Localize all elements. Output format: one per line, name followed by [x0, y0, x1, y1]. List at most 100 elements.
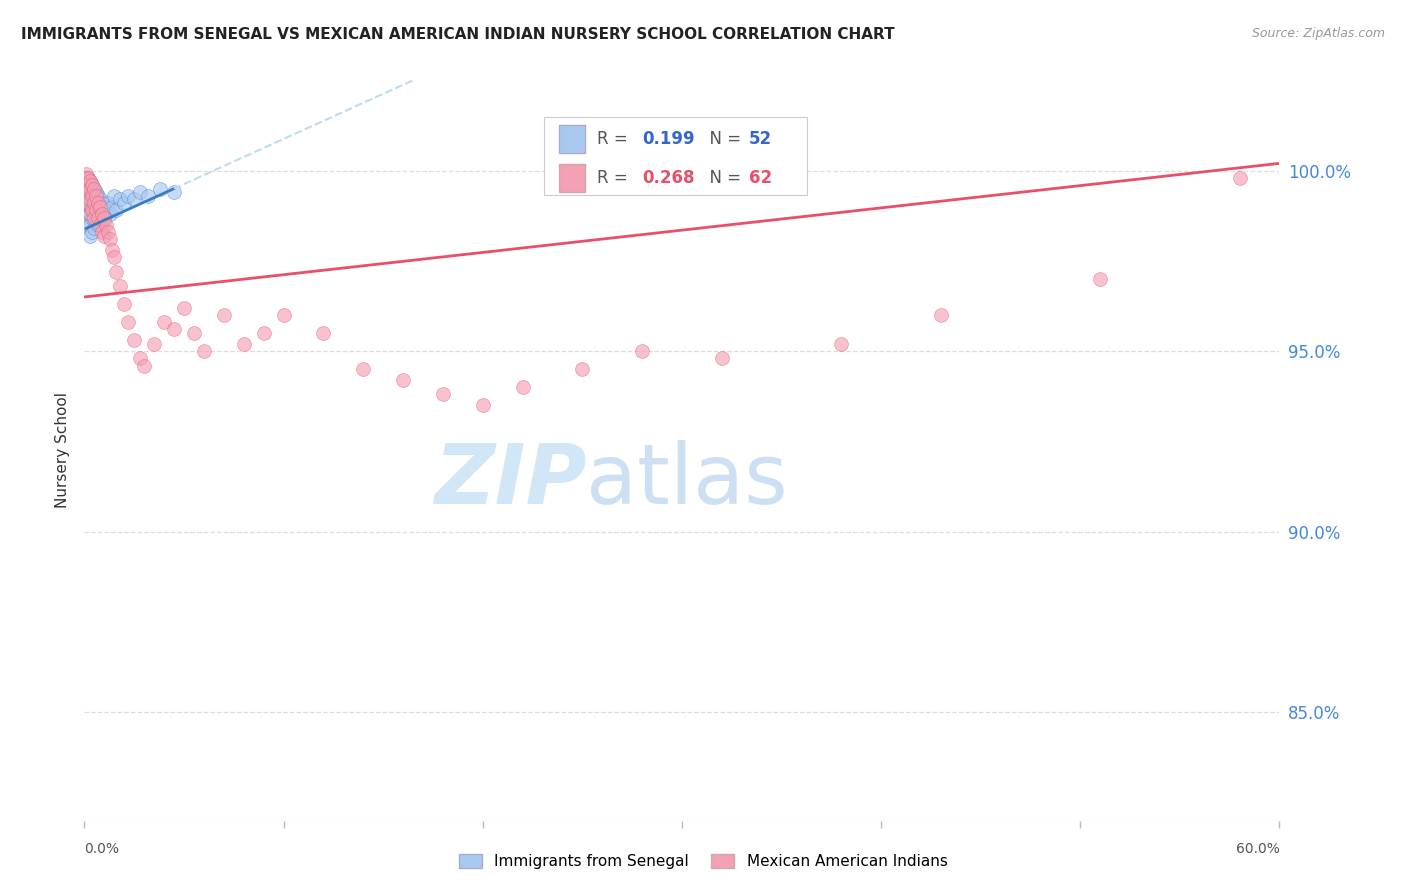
Point	[830, 337, 852, 351]
Point	[82, 200, 104, 214]
Point	[79, 228, 101, 243]
Point	[75, 200, 97, 214]
Point	[1090, 272, 1112, 286]
Text: atlas: atlas	[586, 440, 787, 521]
Point	[75, 170, 97, 185]
Point	[82, 211, 104, 225]
Point	[83, 181, 105, 195]
Point	[193, 344, 215, 359]
Point	[105, 265, 128, 279]
Point	[183, 326, 205, 340]
Point	[163, 186, 186, 200]
Point	[112, 196, 135, 211]
Point	[312, 326, 335, 340]
Point	[96, 203, 118, 218]
Point	[112, 297, 135, 311]
Point	[82, 178, 104, 192]
Point	[79, 174, 101, 188]
Point	[79, 196, 101, 211]
Point	[122, 334, 145, 348]
Point	[122, 193, 145, 207]
Point	[83, 221, 105, 235]
FancyBboxPatch shape	[544, 118, 807, 195]
Point	[212, 308, 235, 322]
Point	[101, 243, 124, 257]
Point	[77, 178, 100, 192]
Point	[153, 315, 176, 329]
Point	[82, 225, 104, 239]
Point	[129, 351, 152, 366]
Point	[103, 250, 125, 264]
Point	[101, 200, 124, 214]
Point	[82, 189, 104, 203]
Point	[89, 193, 111, 207]
Point	[75, 167, 97, 181]
Point	[79, 207, 101, 221]
Point	[77, 218, 100, 232]
Point	[86, 186, 108, 200]
Point	[89, 200, 111, 214]
Point	[571, 362, 593, 376]
Point	[75, 170, 97, 185]
Point	[77, 196, 100, 211]
Point	[79, 193, 101, 207]
Point	[83, 211, 105, 225]
Point	[75, 178, 97, 192]
Point	[110, 193, 132, 207]
Point	[98, 232, 121, 246]
Point	[232, 337, 254, 351]
Point	[149, 181, 172, 195]
Point	[86, 200, 108, 214]
Text: 0.0%: 0.0%	[84, 842, 120, 856]
Point	[1229, 170, 1251, 185]
Point	[352, 362, 374, 376]
Point	[79, 181, 101, 195]
Point	[87, 196, 110, 211]
Text: R =: R =	[598, 169, 633, 187]
Point	[129, 186, 152, 200]
Text: R =: R =	[598, 130, 633, 148]
Point	[86, 203, 108, 218]
Point	[97, 225, 120, 239]
Point	[273, 308, 295, 322]
Point	[77, 207, 100, 221]
Point	[79, 218, 101, 232]
Point	[89, 207, 111, 221]
Point	[98, 207, 121, 221]
Text: N =: N =	[699, 169, 747, 187]
Text: 62: 62	[749, 169, 772, 187]
Point	[83, 207, 105, 221]
Point	[77, 170, 100, 185]
Point	[392, 373, 415, 387]
Text: ZIP: ZIP	[433, 440, 586, 521]
Point	[83, 193, 105, 207]
Point	[110, 279, 132, 293]
Point	[117, 315, 139, 329]
Point	[91, 207, 114, 221]
Point	[87, 203, 110, 218]
Point	[253, 326, 276, 340]
Point	[86, 189, 108, 203]
Point	[77, 196, 100, 211]
Point	[97, 196, 120, 211]
Text: IMMIGRANTS FROM SENEGAL VS MEXICAN AMERICAN INDIAN NURSERY SCHOOL CORRELATION CH: IMMIGRANTS FROM SENEGAL VS MEXICAN AMERI…	[21, 27, 894, 42]
Point	[82, 178, 104, 192]
Point	[91, 196, 114, 211]
Point	[710, 351, 733, 366]
Point	[87, 218, 110, 232]
Point	[87, 189, 110, 203]
Point	[143, 337, 166, 351]
Point	[79, 174, 101, 188]
Point	[93, 200, 115, 214]
Point	[93, 211, 115, 225]
Bar	[558, 164, 585, 192]
Point	[163, 322, 186, 336]
Text: 60.0%: 60.0%	[1236, 842, 1279, 856]
Point	[512, 380, 534, 394]
Point	[75, 186, 97, 200]
Point	[77, 186, 100, 200]
Point	[136, 189, 159, 203]
Point	[83, 196, 105, 211]
Point	[86, 214, 108, 228]
Point	[77, 170, 100, 185]
